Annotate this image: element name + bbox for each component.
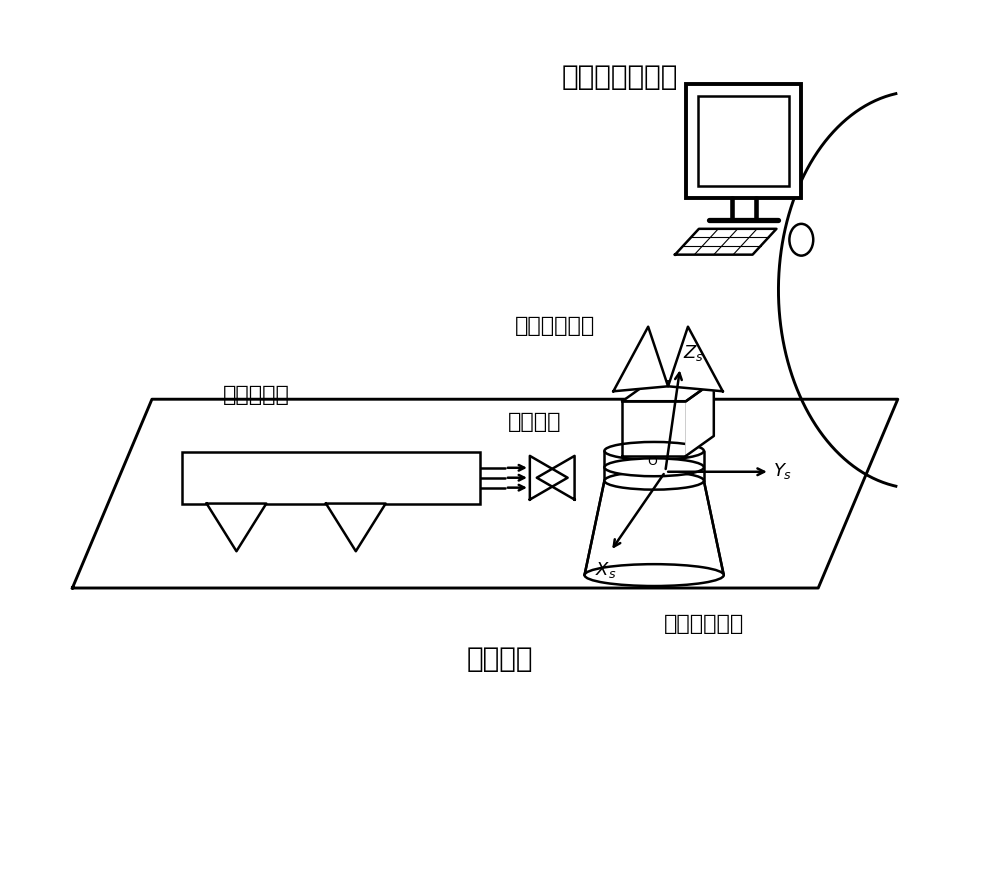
Polygon shape [207,504,266,552]
Polygon shape [530,456,568,500]
Bar [698,96,789,187]
Ellipse shape [585,565,724,587]
Text: 一维单轴转台: 一维单轴转台 [664,614,744,633]
Polygon shape [613,328,668,392]
Polygon shape [668,328,723,392]
Text: O: O [647,454,657,468]
Polygon shape [622,381,714,401]
Ellipse shape [604,442,704,461]
Polygon shape [326,504,386,552]
Text: 星敏感器: 星敏感器 [508,412,562,432]
Text: $X_s$: $X_s$ [595,560,616,580]
Polygon shape [72,400,898,588]
Polygon shape [675,229,776,255]
Polygon shape [686,381,714,456]
Ellipse shape [604,459,704,477]
Text: 可旋转的工装: 可旋转的工装 [515,315,595,335]
Polygon shape [585,481,724,575]
Bar [182,453,480,504]
Polygon shape [537,456,575,500]
Text: 单星模拟器: 单星模拟器 [223,385,290,405]
Ellipse shape [604,472,704,490]
FancyBboxPatch shape [686,84,801,199]
Text: $Z_s$: $Z_s$ [683,343,704,363]
Text: 数据处理计算机: 数据处理计算机 [561,63,678,91]
Ellipse shape [789,224,813,256]
Text: 气垫平台: 气垫平台 [467,644,533,672]
Text: $Y_s$: $Y_s$ [773,461,792,481]
